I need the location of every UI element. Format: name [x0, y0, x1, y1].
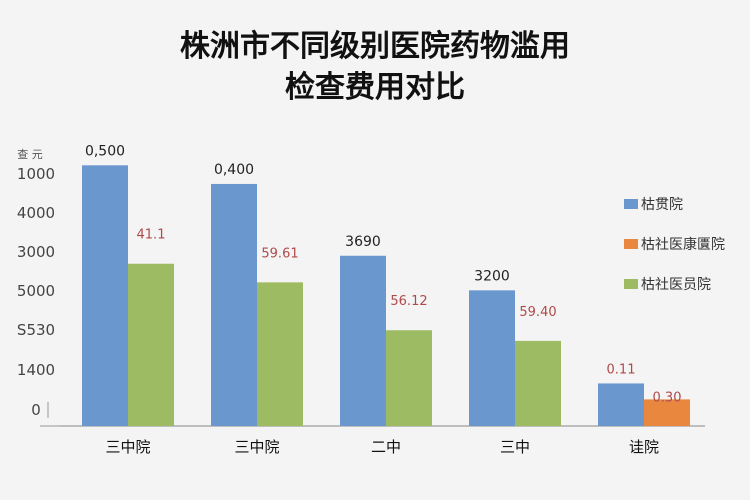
y-tick-label: 0	[31, 401, 41, 419]
y-tick-label: 4000	[17, 204, 55, 222]
bar-series-3	[128, 263, 174, 426]
y-tick-label: 1000	[17, 165, 55, 183]
legend-swatch	[624, 239, 638, 249]
chart-title-line-2: 检查费用对比	[285, 70, 465, 105]
data-label-series-3: 59.40	[519, 305, 556, 320]
y-tick-label: 3000	[17, 243, 55, 261]
data-label-series-2: 0.30	[653, 390, 682, 405]
chart-title-line-1: 株洲市不同级别医院药物滥用	[180, 29, 570, 64]
data-labels: 0,500 41.1 0,400 59.61 3690 56.12 3200 59.40 0.1…	[85, 143, 682, 405]
bar-series-1	[211, 183, 257, 426]
x-tick-label: 诖院	[629, 438, 659, 456]
data-label-series-3: 41.1	[137, 228, 166, 243]
x-tick-label: 三中院	[234, 438, 279, 456]
x-tick-label: 三中	[500, 438, 530, 456]
x-axis: 三中院 三中院 二中 三中 诖院	[105, 438, 659, 456]
data-label-series-1: 0.11	[607, 362, 636, 377]
data-label-series-1: 0,400	[214, 162, 254, 178]
bars	[82, 165, 690, 426]
data-label-series-3: 59.61	[261, 246, 298, 261]
bar-series-1	[598, 383, 644, 426]
y-axis-label: 查 元	[17, 147, 43, 161]
y-tick-label: 1400	[17, 361, 55, 379]
bar-series-1	[340, 255, 386, 426]
bar-series-1	[469, 290, 515, 426]
bar-series-3	[386, 330, 432, 426]
data-label-series-1: 3690	[345, 234, 381, 250]
y-axis: 1000 4000 3000 5000 S530 1400 0	[17, 165, 60, 427]
bar-series-1	[82, 165, 128, 426]
bar-series-2	[644, 399, 690, 426]
y-tick-label: S530	[17, 321, 55, 339]
x-tick-label: 三中院	[105, 438, 150, 456]
legend-label: 枯贯院	[641, 197, 683, 213]
legend-label: 枯社医康匱院	[641, 236, 725, 253]
bar-series-3	[515, 340, 561, 426]
legend-swatch	[624, 199, 638, 209]
y-tick-label: 5000	[17, 282, 55, 300]
data-label-series-3: 56.12	[390, 294, 427, 309]
x-tick-label: 二中	[371, 438, 401, 456]
legend-label: 枯社医员院	[641, 277, 711, 293]
data-label-series-1: 3200	[474, 268, 510, 284]
legend-swatch	[624, 279, 638, 289]
data-label-series-1: 0,500	[85, 143, 125, 159]
bar-series-3	[257, 282, 303, 426]
